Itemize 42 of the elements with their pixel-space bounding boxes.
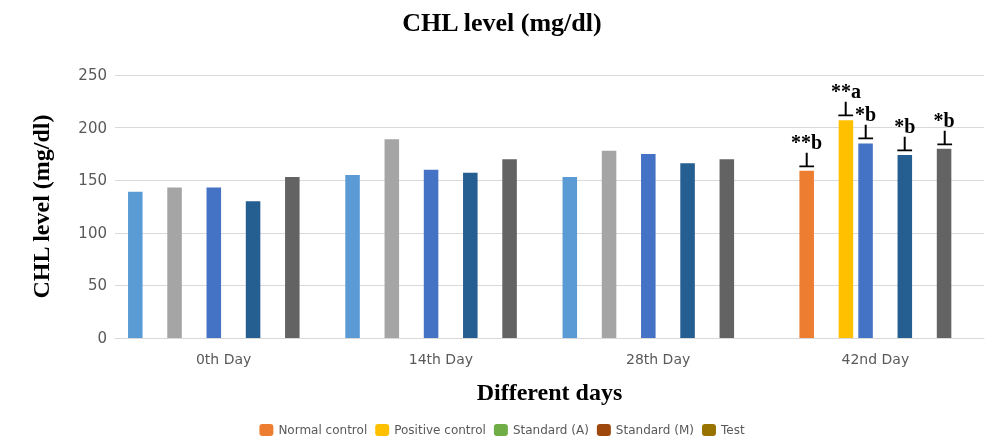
bar (601, 150, 617, 338)
bar (680, 163, 695, 338)
legend-label: Standard (A) (512, 423, 589, 437)
bar (345, 174, 360, 338)
y-tick-label: 250 (78, 66, 107, 84)
bar (245, 201, 261, 338)
bar (384, 139, 400, 338)
x-tick-label: 42nd Day (841, 351, 910, 367)
bar (936, 148, 952, 338)
bar (502, 159, 517, 338)
bar (463, 172, 478, 338)
y-axis-title: CHL level (mg/dl) (28, 114, 54, 299)
y-tick-label: 50 (87, 276, 107, 295)
x-tick-label: 0th Day (195, 351, 252, 367)
data-label: *b ⊥ (894, 114, 916, 155)
data-label: **b ⊥ (791, 130, 823, 171)
x-axis-title: Different days (476, 379, 623, 405)
y-tick-label: 150 (78, 171, 107, 190)
bar (641, 153, 656, 338)
x-tick-label: 28th Day (625, 351, 691, 367)
bar (858, 143, 873, 338)
bar (285, 177, 300, 338)
legend-label: Test (719, 423, 745, 437)
legend-label: Positive control (394, 423, 486, 437)
x-tick-label: 14th Day (408, 351, 474, 367)
data-label: *b ⊥ (933, 108, 955, 149)
bar (562, 177, 578, 338)
bar (206, 187, 222, 338)
bar (897, 154, 913, 338)
legend-label: Standard (M) (615, 423, 694, 437)
bar (128, 191, 143, 338)
y-tick-label: 100 (78, 223, 107, 242)
y-tick-label: 0 (97, 329, 107, 347)
bar (719, 159, 735, 338)
data-label: *b ⊥ (855, 103, 877, 144)
chart-title: CHL level (mg/dl) (402, 7, 602, 37)
bar (167, 187, 182, 338)
bar (799, 170, 814, 338)
legend-label: Normal control (278, 423, 368, 437)
y-tick-label: 200 (78, 118, 107, 137)
bar (838, 120, 854, 338)
bar (423, 169, 439, 338)
